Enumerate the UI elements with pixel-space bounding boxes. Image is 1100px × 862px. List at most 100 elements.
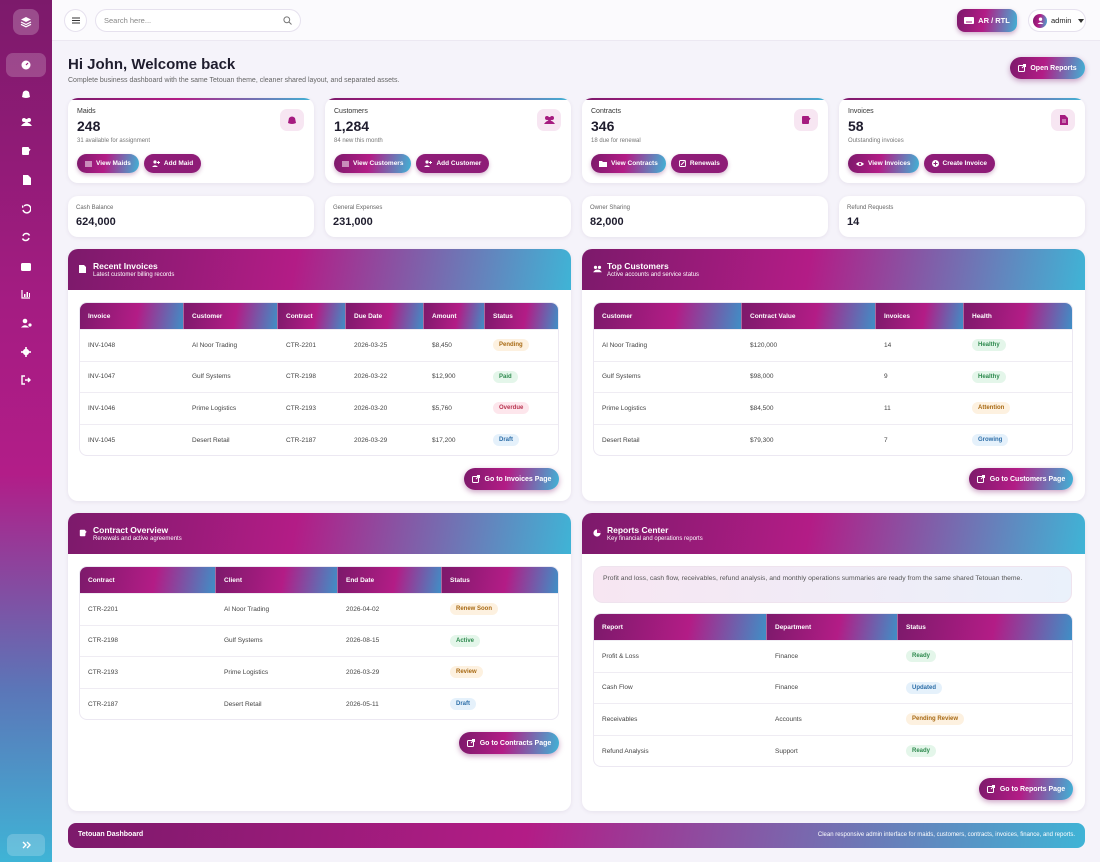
cell-customer: Desert Retail [594, 423, 742, 456]
caret-down-icon [1078, 18, 1085, 23]
sidebar-item-invoices[interactable] [6, 168, 46, 192]
column-header[interactable]: Contract [278, 303, 346, 329]
search-icon[interactable] [283, 16, 292, 25]
reports-center-panel: Reports Center Key financial and operati… [582, 513, 1085, 811]
sidebar-collapse-button[interactable] [7, 834, 45, 856]
button-label: View Invoices [868, 160, 911, 167]
table-row[interactable]: Prime Logistics $84,500 11 Attention [594, 392, 1072, 424]
view-invoices-button[interactable]: View Invoices [848, 154, 919, 173]
stat-sub: 18 due for renewal [591, 138, 641, 144]
view-maids-button[interactable]: View Maids [77, 154, 139, 173]
table-row[interactable]: INV-1048 Al Noor Trading CTR-2201 2026-0… [80, 329, 558, 361]
go-to-contracts-button[interactable]: Go to Contracts Page [459, 732, 559, 754]
contract-overview-panel: Contract Overview Renewals and active ag… [68, 513, 571, 811]
column-header[interactable]: Contract Value [742, 303, 876, 329]
users-icon [593, 265, 602, 273]
sidebar-item-refunds[interactable] [6, 197, 46, 221]
eye-icon [856, 161, 864, 166]
renewals-button[interactable]: Renewals [670, 154, 728, 173]
sidebar-item-maids[interactable] [6, 82, 46, 106]
column-header[interactable]: Contract [80, 567, 216, 593]
column-header[interactable]: Customer [594, 303, 742, 329]
gauge-icon [21, 60, 31, 70]
add-customer-button[interactable]: Add Customer [416, 154, 490, 173]
column-header[interactable]: End Date [338, 567, 442, 593]
table-row[interactable]: Desert Retail $79,300 7 Growing [594, 423, 1072, 456]
sidebar-item-settings[interactable] [6, 340, 46, 364]
cell-invoice: INV-1046 [80, 392, 184, 424]
table-row[interactable]: INV-1046 Prime Logistics CTR-2193 2026-0… [80, 392, 558, 424]
cell-report: Cash Flow [594, 671, 767, 704]
menu-icon [71, 17, 80, 24]
user-icon [1037, 17, 1043, 24]
wallet-icon [21, 262, 31, 271]
customers-table: Customer Contract Value Invoices Health … [593, 302, 1073, 457]
column-header[interactable]: Invoices [876, 303, 964, 329]
status-badge: Updated [906, 681, 942, 694]
column-header[interactable]: Report [594, 614, 767, 640]
cash-balance-card: Cash Balance 624,000 [68, 196, 314, 237]
table-row[interactable]: CTR-2201 Al Noor Trading 2026-04-02 Rene… [80, 593, 558, 625]
table-row[interactable]: CTR-2198 Gulf Systems 2026-08-15 Active [80, 624, 558, 657]
panel-header: Contract Overview Renewals and active ag… [68, 513, 571, 554]
button-label: Go to Reports Page [999, 785, 1066, 793]
external-link-icon [986, 785, 995, 793]
avatar [1033, 13, 1047, 28]
table-row[interactable]: Al Noor Trading $120,000 14 Healthy [594, 329, 1072, 361]
cell-invoices: 11 [876, 392, 964, 424]
sidebar-item-contracts[interactable] [6, 139, 46, 163]
create-invoice-button[interactable]: Create Invoice [923, 154, 995, 173]
table-row[interactable]: CTR-2193 Prime Logistics 2026-03-29 Revi… [80, 656, 558, 688]
table-row[interactable]: INV-1047 Gulf Systems CTR-2198 2026-03-2… [80, 360, 558, 393]
column-header[interactable]: Department [767, 614, 898, 640]
list-icon [342, 161, 349, 166]
rtl-toggle-button[interactable]: AR / RTL [957, 9, 1017, 32]
cell-client: Prime Logistics [216, 656, 338, 688]
go-to-invoices-button[interactable]: Go to Invoices Page [464, 468, 559, 490]
status-badge: Draft [493, 434, 520, 447]
health-badge: Attention [972, 402, 1011, 415]
user-menu-button[interactable]: admin [1028, 9, 1086, 32]
sidebar-item-wallet[interactable] [6, 254, 46, 278]
go-to-reports-button[interactable]: Go to Reports Page [979, 778, 1073, 800]
search-input[interactable] [104, 16, 274, 25]
column-header[interactable]: Status [442, 567, 558, 593]
open-reports-button[interactable]: Open Reports [1010, 57, 1085, 79]
column-header[interactable]: Status [898, 614, 1072, 640]
cell-customer: Gulf Systems [594, 360, 742, 393]
sidebar-item-users[interactable] [6, 311, 46, 335]
column-header[interactable]: Customer [184, 303, 278, 329]
logo-icon[interactable] [13, 9, 39, 35]
column-header[interactable]: Health [964, 303, 1072, 329]
column-header[interactable]: Client [216, 567, 338, 593]
table-row[interactable]: Cash Flow Finance Updated [594, 671, 1072, 704]
sidebar-item-logout[interactable] [6, 368, 46, 392]
column-header[interactable]: Due Date [346, 303, 424, 329]
table-row[interactable]: CTR-2187 Desert Retail 2026-05-11 Draft [80, 687, 558, 720]
table-row[interactable]: INV-1045 Desert Retail CTR-2187 2026-03-… [80, 423, 558, 456]
cell-report: Receivables [594, 703, 767, 735]
column-header[interactable]: Invoice [80, 303, 184, 329]
sidebar-item-reports[interactable] [6, 282, 46, 306]
column-header[interactable]: Amount [424, 303, 485, 329]
table-row[interactable]: Gulf Systems $98,000 9 Healthy [594, 360, 1072, 393]
search-box [95, 9, 301, 32]
sidebar-item-dashboard[interactable] [6, 53, 46, 77]
table-row[interactable]: Refund Analysis Support Ready [594, 734, 1072, 767]
table-row[interactable]: Profit & Loss Finance Ready [594, 640, 1072, 672]
button-label: Go to Contracts Page [479, 739, 552, 747]
menu-toggle-button[interactable] [64, 9, 87, 32]
sync-icon [21, 232, 31, 242]
view-customers-button[interactable]: View Customers [334, 154, 412, 173]
cell-contract: CTR-2187 [80, 687, 216, 720]
sidebar-item-renewals[interactable] [6, 225, 46, 249]
go-to-customers-button[interactable]: Go to Customers Page [969, 468, 1073, 490]
cell-report: Profit & Loss [594, 640, 767, 672]
sidebar-item-customers[interactable] [6, 110, 46, 134]
cell-contract-value: $84,500 [742, 392, 876, 424]
view-contracts-button[interactable]: View Contracts [591, 154, 666, 173]
cell-invoices: 7 [876, 423, 964, 456]
add-maid-button[interactable]: Add Maid [143, 154, 202, 173]
column-header[interactable]: Status [485, 303, 558, 329]
table-row[interactable]: Receivables Accounts Pending Review [594, 703, 1072, 735]
